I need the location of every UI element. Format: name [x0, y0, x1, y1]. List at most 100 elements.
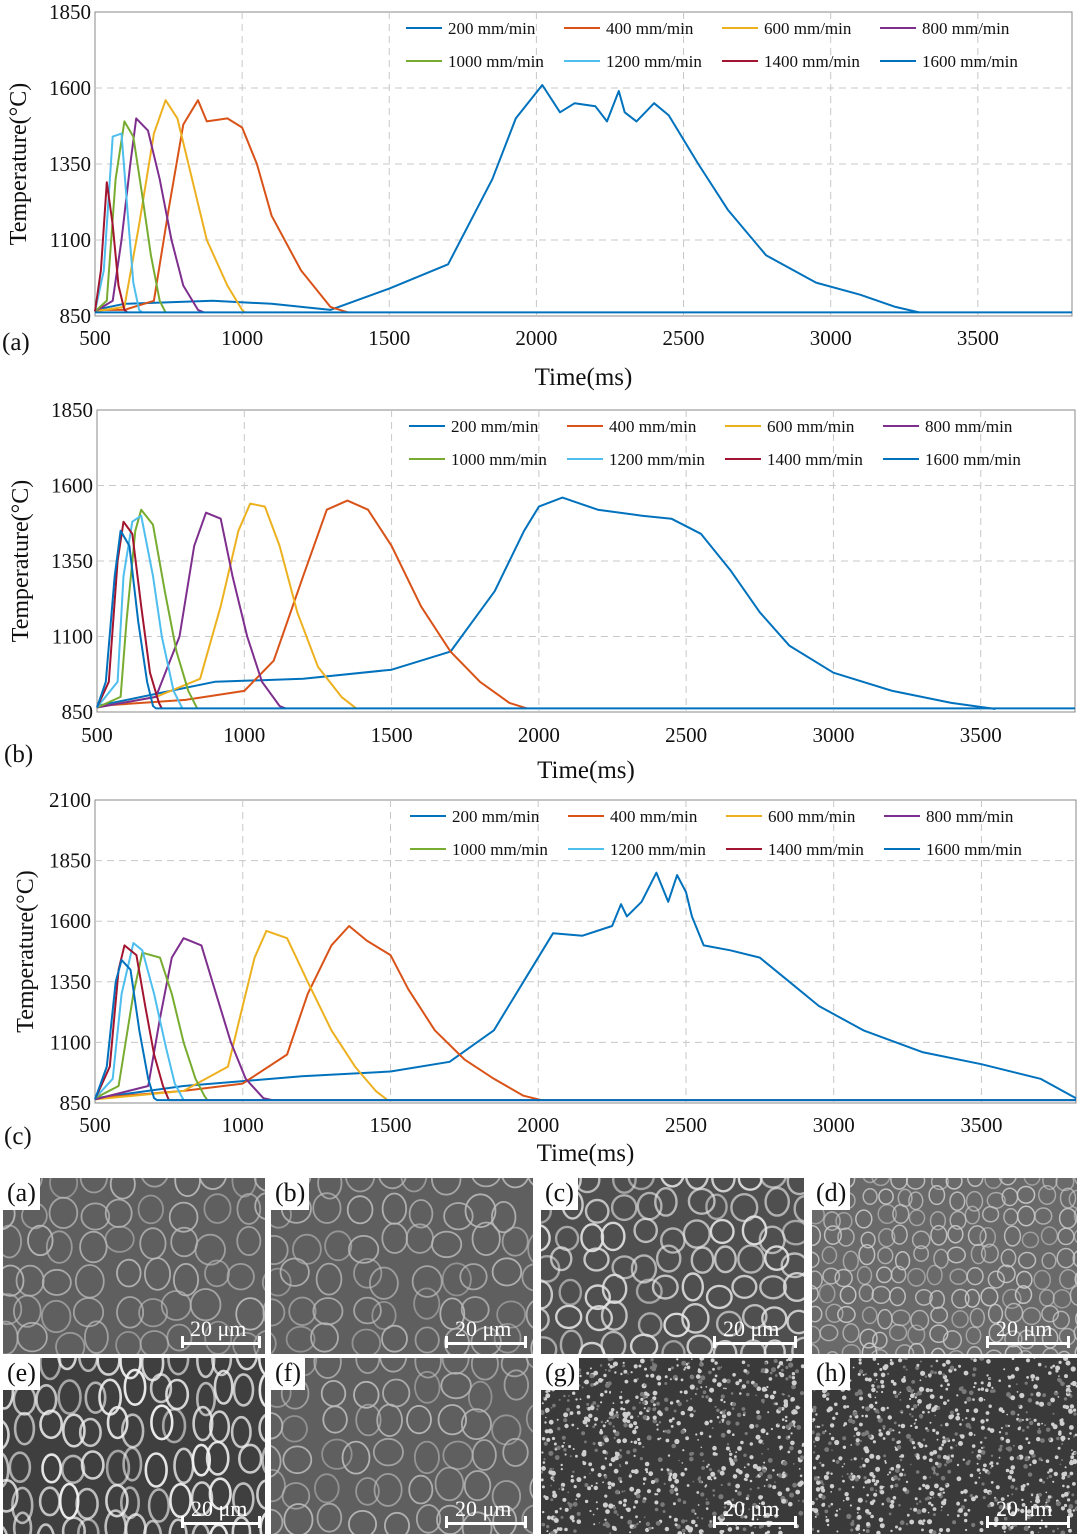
series-line [94, 117, 205, 314]
series-line [94, 929, 389, 1101]
scale-bar-tick [713, 1336, 716, 1348]
scale-bar-tick [524, 1336, 527, 1348]
legend-label: 200 mm/min [448, 19, 536, 38]
scale-bar-tick [986, 1516, 989, 1528]
y-tick-label: 1850 [49, 849, 91, 873]
y-tick-label: 850 [60, 304, 92, 328]
x-tick-label: 2500 [665, 723, 707, 747]
micrograph-h: (h) 20 μm [812, 1358, 1077, 1534]
legend-label: 1200 mm/min [610, 840, 706, 859]
scale-bar-label: 20 μm [190, 1316, 247, 1341]
legend-label: 1000 mm/min [448, 52, 544, 71]
micrograph-label: (g) [541, 1358, 580, 1390]
x-tick-label: 2000 [515, 326, 557, 350]
legend-label: 800 mm/min [926, 807, 1014, 826]
x-tick-label: 2500 [665, 1113, 707, 1137]
scale-bar-tick [713, 1516, 716, 1528]
micrograph-texture [812, 1178, 1077, 1354]
scale-bar-tick [794, 1336, 797, 1348]
scale-bar [713, 1342, 797, 1345]
panel-label: (c) [4, 1123, 32, 1150]
series-line [94, 871, 1077, 1100]
y-tick-label: 1350 [51, 549, 93, 573]
x-tick-label: 1000 [221, 326, 263, 350]
micrograph-g: (g) 20 μm [541, 1358, 804, 1534]
legend-label: 1600 mm/min [925, 450, 1021, 469]
legend-label: 800 mm/min [925, 417, 1013, 436]
y-tick-label: 1100 [52, 625, 93, 649]
legend-label: 600 mm/min [764, 19, 852, 38]
legend-label: 1000 mm/min [451, 450, 547, 469]
micrograph-label: (a) [3, 1178, 40, 1210]
x-tick-label: 3000 [810, 326, 852, 350]
series-line [96, 529, 1075, 710]
scale-bar-tick [794, 1516, 797, 1528]
x-tick-label: 1000 [223, 723, 265, 747]
x-tick-label: 3500 [960, 1113, 1002, 1137]
micrograph-label: (c) [541, 1178, 578, 1210]
legend-label: 1200 mm/min [606, 52, 702, 71]
legend-label: 1600 mm/min [922, 52, 1018, 71]
series-line [94, 181, 129, 314]
scale-bar-label: 20 μm [996, 1496, 1053, 1521]
scale-bar [445, 1342, 527, 1345]
micrograph-label: (e) [3, 1358, 40, 1390]
y-tick-label: 1850 [49, 0, 91, 24]
micrograph-label: (d) [812, 1178, 851, 1210]
scale-bar-tick [1067, 1336, 1070, 1348]
scale-bar-label: 20 μm [723, 1496, 780, 1521]
micrograph-label: (b) [271, 1178, 310, 1210]
legend-label: 1000 mm/min [452, 840, 548, 859]
micrograph-f: (f) 20 μm [271, 1358, 533, 1534]
series-line [94, 942, 185, 1101]
series-line [96, 502, 357, 710]
legend-label: 1400 mm/min [764, 52, 860, 71]
micrograph-a: (a) 20 μm [3, 1178, 265, 1354]
micrograph-label: (f) [271, 1358, 305, 1390]
scale-bar [181, 1522, 261, 1525]
legend-label: 1400 mm/min [768, 840, 864, 859]
scale-bar [713, 1522, 797, 1525]
y-tick-label: 1350 [49, 152, 91, 176]
scale-bar-tick [258, 1336, 261, 1348]
series-line [94, 120, 167, 313]
y-tick-label: 2100 [49, 788, 91, 812]
x-tick-label: 3500 [957, 326, 999, 350]
series-line [94, 132, 143, 314]
micrograph-texture [3, 1178, 265, 1354]
x-tick-label: 1000 [222, 1113, 264, 1137]
panel-label: (a) [2, 329, 30, 356]
panel-label: (b) [4, 741, 33, 768]
x-tick-label: 500 [79, 1113, 111, 1137]
series-line [96, 496, 996, 710]
legend-label: 1400 mm/min [767, 450, 863, 469]
y-tick-label: 1100 [50, 228, 91, 252]
y-axis-label: Temperature(°C) [13, 870, 39, 1033]
x-tick-label: 1500 [371, 723, 413, 747]
x-tick-label: 3000 [812, 723, 854, 747]
scale-bar-tick [445, 1336, 448, 1348]
x-tick-label: 3000 [813, 1113, 855, 1137]
micrograph-label: (h) [812, 1358, 851, 1390]
scale-bar-tick [1067, 1516, 1070, 1528]
scale-bar-label: 20 μm [723, 1316, 780, 1341]
series-line [96, 499, 528, 710]
scale-bar [445, 1522, 527, 1525]
y-axis-label: Temperature(°C) [8, 480, 34, 643]
x-axis-label: Time(ms) [537, 1140, 635, 1167]
micrograph-texture [271, 1358, 533, 1534]
scale-bar-label: 20 μm [455, 1316, 512, 1341]
series-line [94, 84, 920, 314]
x-tick-label: 1500 [369, 1113, 411, 1137]
y-tick-label: 1600 [51, 474, 93, 498]
y-tick-label: 850 [62, 700, 94, 724]
series-line [94, 959, 1076, 1102]
x-tick-label: 1500 [368, 326, 410, 350]
temperature-charts: 500 1000 1500 2000 2500 3000 3500 850 1100 1350 16… [2, 0, 1077, 1167]
legend-label: 400 mm/min [610, 807, 698, 826]
scale-bar [986, 1522, 1070, 1525]
scale-bar [181, 1342, 261, 1345]
series-line [96, 520, 163, 709]
scale-bar-tick [181, 1336, 184, 1348]
y-axis-label: Temperature(°C) [6, 83, 32, 246]
